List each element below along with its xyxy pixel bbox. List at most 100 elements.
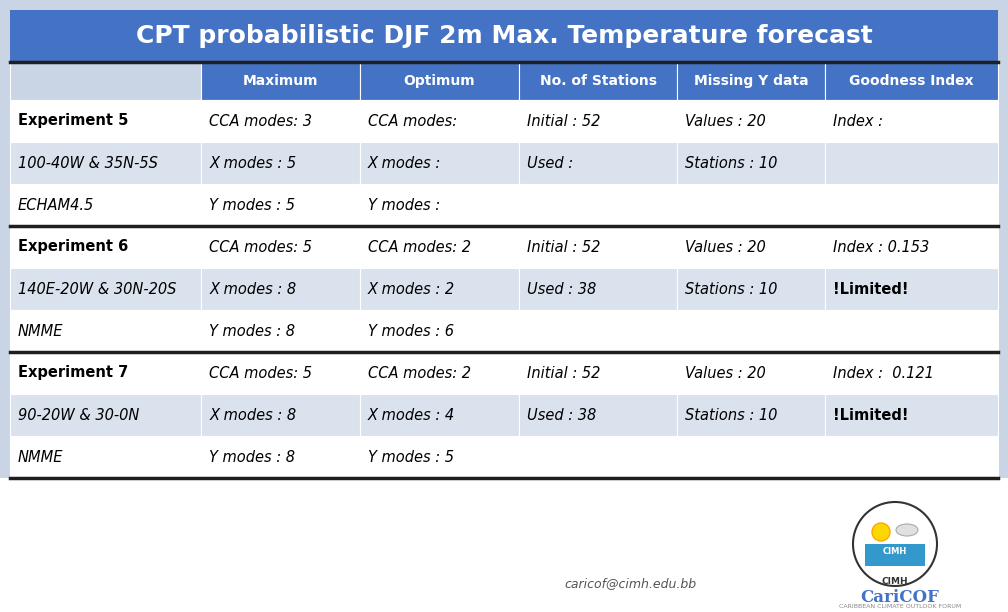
Bar (202, 184, 360, 226)
Text: X modes :: X modes : (368, 155, 442, 171)
Bar (677, 436, 826, 478)
Text: CIMH: CIMH (883, 548, 907, 556)
Text: Goodness Index: Goodness Index (850, 74, 974, 88)
Text: CIMH: CIMH (882, 578, 908, 586)
Bar (677, 310, 826, 352)
Bar (202, 352, 360, 394)
Text: Y modes : 8: Y modes : 8 (210, 449, 295, 465)
Bar (360, 62, 519, 100)
Text: Y modes :: Y modes : (368, 198, 440, 212)
Text: CARIBBEAN CLIMATE OUTLOOK FORUM: CARIBBEAN CLIMATE OUTLOOK FORUM (839, 605, 961, 610)
Bar (677, 184, 826, 226)
Bar (10, 310, 202, 352)
Bar (826, 226, 998, 268)
Bar (360, 394, 519, 436)
Text: Values : 20: Values : 20 (685, 365, 766, 381)
Bar (10, 352, 202, 394)
Bar (519, 394, 677, 436)
Text: Index :: Index : (834, 113, 883, 129)
Bar (360, 100, 519, 142)
Text: Used : 38: Used : 38 (527, 282, 596, 296)
Bar (360, 142, 519, 184)
Text: CCA modes: 5: CCA modes: 5 (210, 365, 312, 381)
Text: caricof@cimh.edu.bb: caricof@cimh.edu.bb (563, 578, 697, 591)
Bar (826, 184, 998, 226)
Text: Stations : 10: Stations : 10 (685, 282, 778, 296)
Bar (826, 310, 998, 352)
Text: CCA modes: 2: CCA modes: 2 (368, 365, 471, 381)
Bar (826, 394, 998, 436)
Text: CCA modes: 3: CCA modes: 3 (210, 113, 312, 129)
Bar (202, 226, 360, 268)
Bar (202, 62, 360, 100)
Bar (677, 142, 826, 184)
Text: Initial : 52: Initial : 52 (527, 239, 600, 255)
Bar (519, 436, 677, 478)
Text: Index :  0.121: Index : 0.121 (834, 365, 934, 381)
Bar (202, 394, 360, 436)
Circle shape (853, 502, 937, 586)
Text: 140E-20W & 30N-20S: 140E-20W & 30N-20S (18, 282, 176, 296)
Bar (10, 226, 202, 268)
Bar (360, 226, 519, 268)
Text: X modes : 4: X modes : 4 (368, 408, 456, 422)
Text: Experiment 6: Experiment 6 (18, 239, 128, 255)
Text: !Limited!: !Limited! (834, 282, 908, 296)
Text: Initial : 52: Initial : 52 (527, 365, 600, 381)
Bar (360, 352, 519, 394)
Bar (826, 100, 998, 142)
Text: Maximum: Maximum (243, 74, 319, 88)
Bar (10, 62, 202, 100)
Text: Y modes : 6: Y modes : 6 (368, 324, 455, 338)
Bar (202, 268, 360, 310)
Bar (360, 310, 519, 352)
Bar (10, 268, 202, 310)
Bar (519, 142, 677, 184)
Text: Used : 38: Used : 38 (527, 408, 596, 422)
Bar (10, 142, 202, 184)
Text: Stations : 10: Stations : 10 (685, 408, 778, 422)
Bar (519, 310, 677, 352)
Text: Y modes : 8: Y modes : 8 (210, 324, 295, 338)
Bar (519, 184, 677, 226)
Bar (10, 436, 202, 478)
Text: 100-40W & 35N-5S: 100-40W & 35N-5S (18, 155, 158, 171)
Bar (519, 268, 677, 310)
Text: ECHAM4.5: ECHAM4.5 (18, 198, 95, 212)
Bar (677, 268, 826, 310)
Text: !Limited!: !Limited! (834, 408, 908, 422)
Bar (519, 352, 677, 394)
Text: CCA modes: 2: CCA modes: 2 (368, 239, 471, 255)
Bar (519, 62, 677, 100)
Text: NMME: NMME (18, 324, 64, 338)
Text: CCA modes: 5: CCA modes: 5 (210, 239, 312, 255)
Bar (202, 310, 360, 352)
Bar (826, 268, 998, 310)
Bar (677, 394, 826, 436)
Bar (826, 352, 998, 394)
Text: CariCOF: CariCOF (861, 589, 939, 605)
Text: Stations : 10: Stations : 10 (685, 155, 778, 171)
Text: Experiment 5: Experiment 5 (18, 113, 128, 129)
Bar (0, 478, 1008, 612)
Bar (677, 100, 826, 142)
Bar (519, 226, 677, 268)
Bar (677, 226, 826, 268)
Text: Index : 0.153: Index : 0.153 (834, 239, 929, 255)
Text: No. of Stations: No. of Stations (539, 74, 656, 88)
Bar (826, 142, 998, 184)
Text: CPT probabilistic DJF 2m Max. Temperature forecast: CPT probabilistic DJF 2m Max. Temperatur… (136, 24, 872, 48)
Text: Y modes : 5: Y modes : 5 (368, 449, 455, 465)
Text: Missing Y data: Missing Y data (694, 74, 808, 88)
Text: Experiment 7: Experiment 7 (18, 365, 128, 381)
Text: X modes : 5: X modes : 5 (210, 155, 296, 171)
Text: 90-20W & 30-0N: 90-20W & 30-0N (18, 408, 139, 422)
Bar (10, 184, 202, 226)
Circle shape (872, 523, 890, 541)
Text: X modes : 2: X modes : 2 (368, 282, 456, 296)
Text: X modes : 8: X modes : 8 (210, 282, 296, 296)
Text: Used :: Used : (527, 155, 573, 171)
Text: CCA modes:: CCA modes: (368, 113, 458, 129)
Bar (202, 436, 360, 478)
Bar (677, 62, 826, 100)
